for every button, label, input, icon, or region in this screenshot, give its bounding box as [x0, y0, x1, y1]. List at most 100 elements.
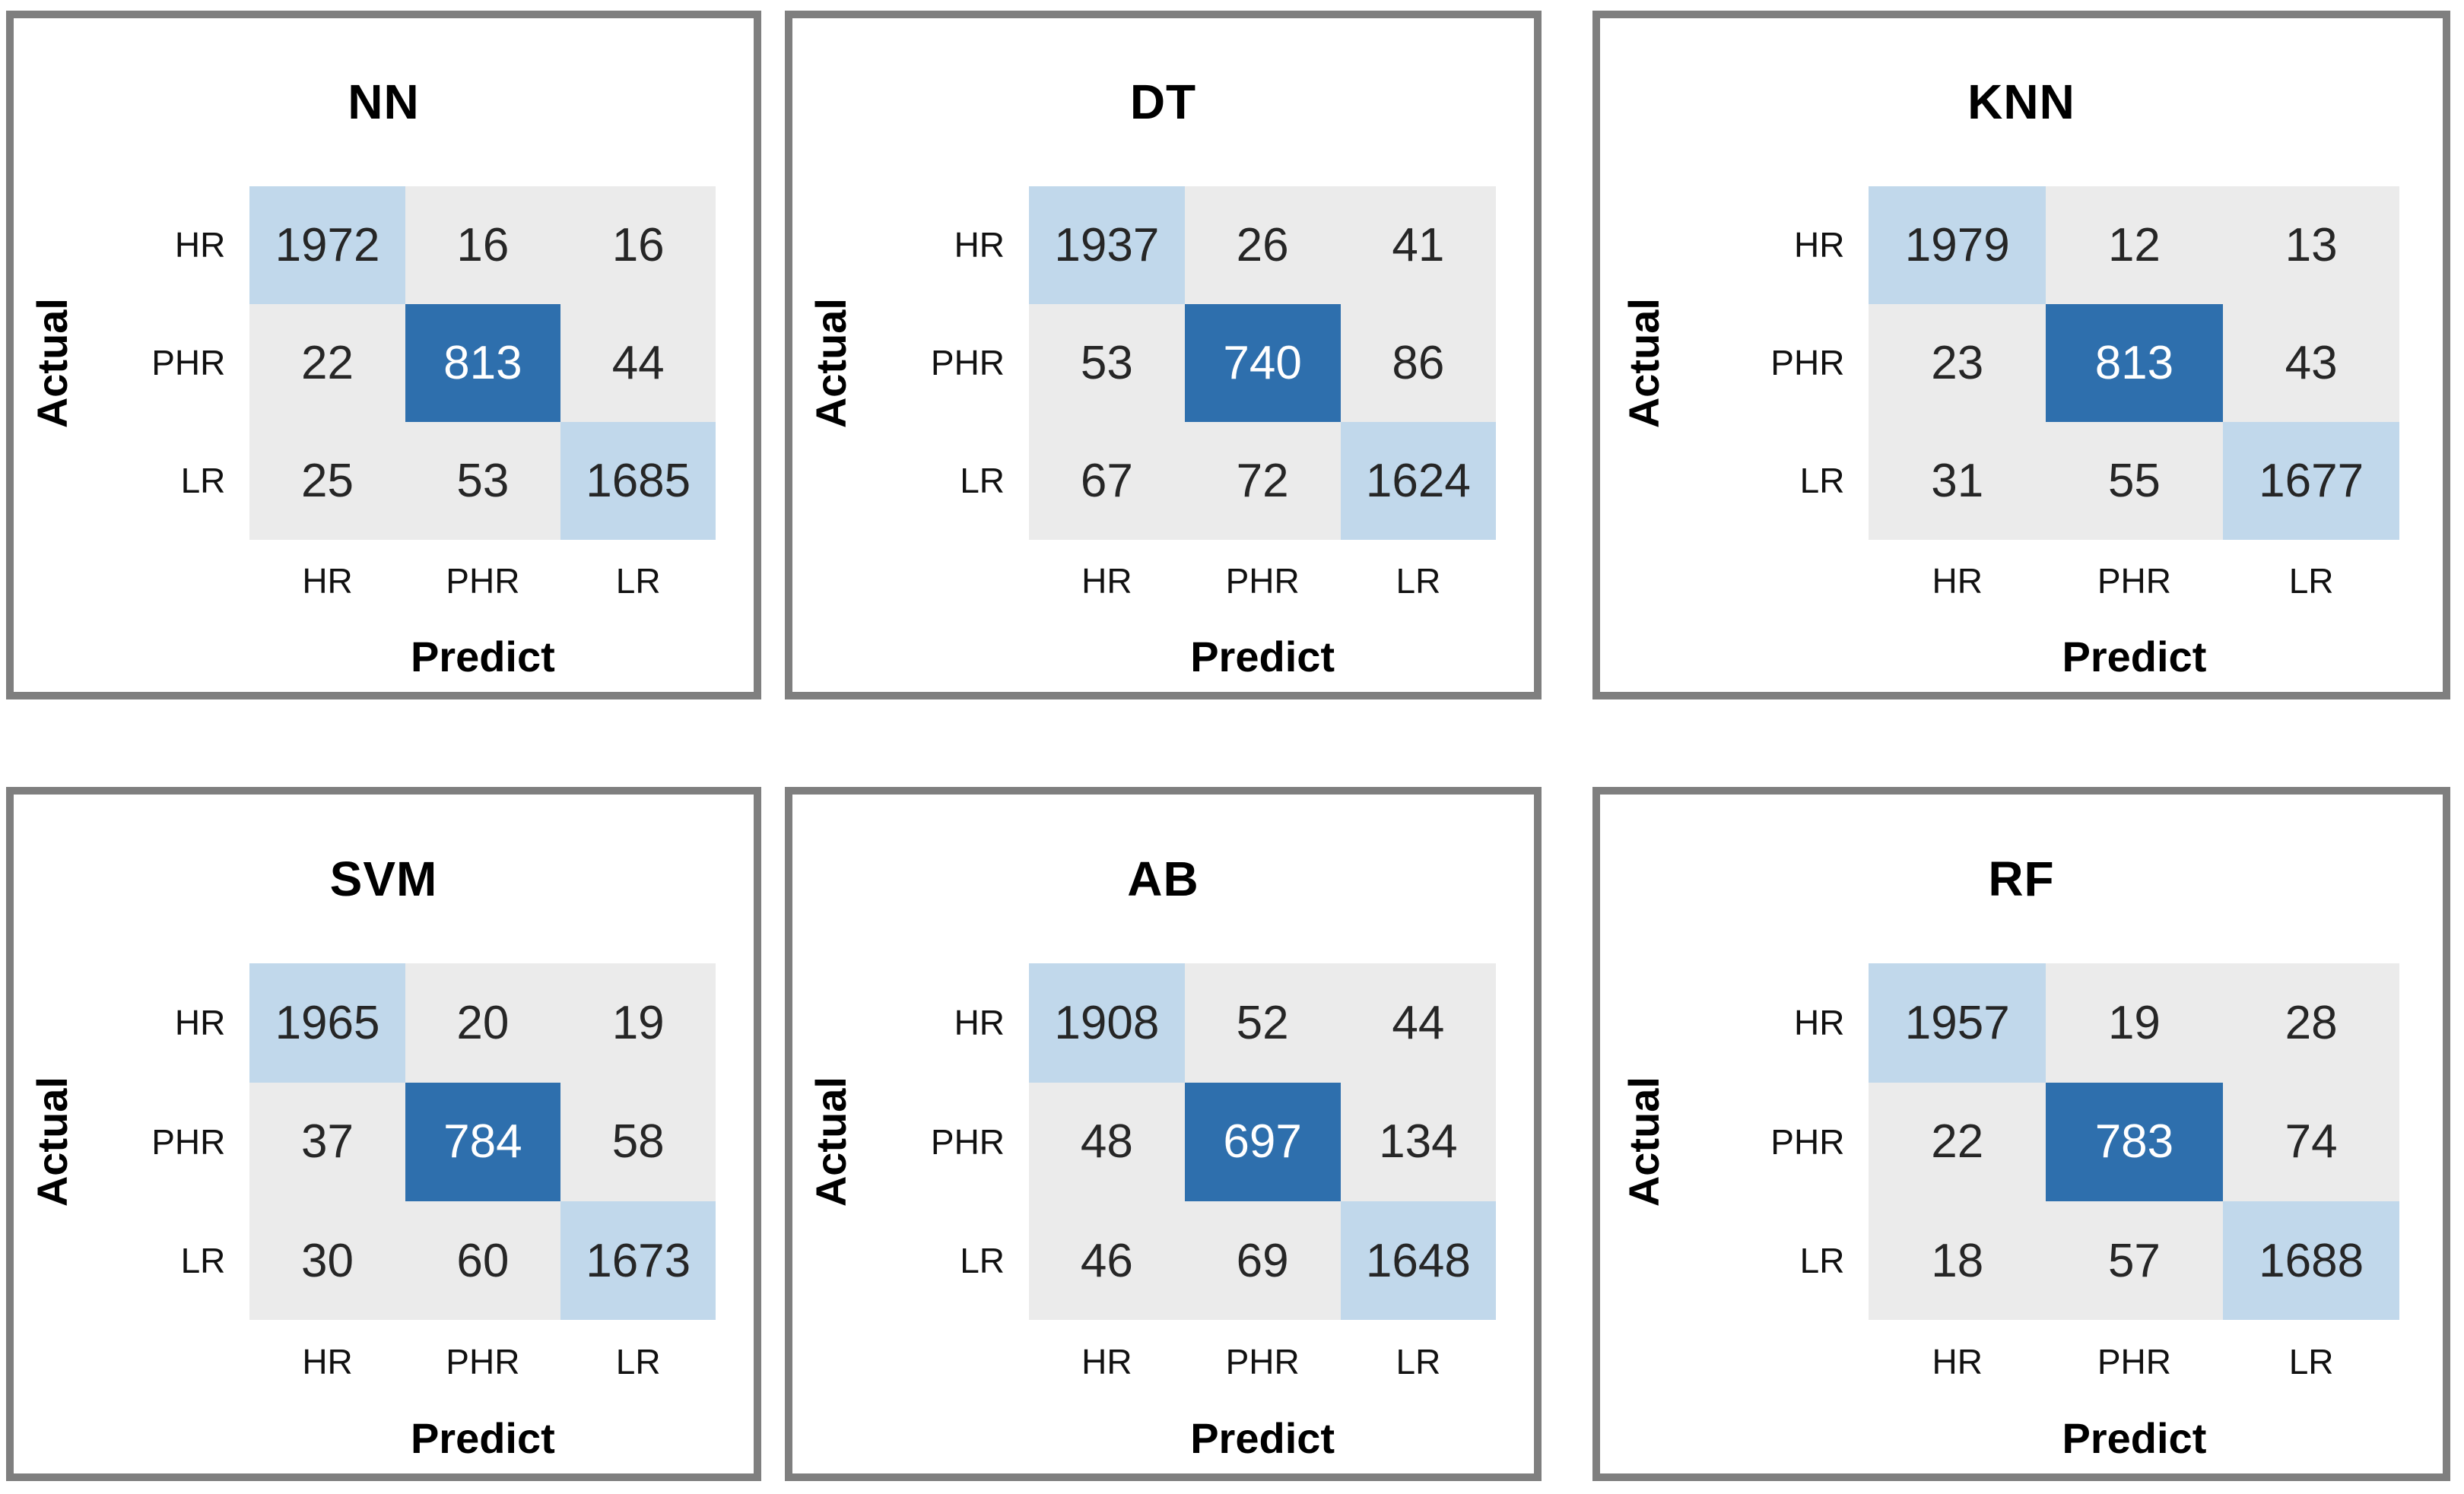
row-label: LR — [1799, 1241, 1845, 1280]
matrix-cell: 67 — [1029, 421, 1185, 540]
matrix-cell: 72 — [1184, 421, 1341, 540]
matrix-cell: 1648 — [1340, 1201, 1497, 1321]
matrix-cell: 55 — [2046, 421, 2223, 540]
col-label: HR — [302, 560, 353, 601]
matrix-cell: 20 — [405, 963, 561, 1083]
matrix-cell: 1688 — [2222, 1201, 2400, 1321]
row-label: LR — [960, 1241, 1005, 1280]
row-label: HR — [954, 1003, 1005, 1043]
y-axis-label: Actual — [1619, 297, 1668, 428]
matrix-cell: 86 — [1340, 303, 1497, 422]
matrix-cell: 19 — [2046, 963, 2223, 1083]
row-label: LR — [960, 461, 1005, 501]
matrix-cell: 1965 — [249, 963, 405, 1083]
confusion-matrix-panel-knn: KNN Actual HR PHR LR 1979 12 13 23 813 4… — [1592, 11, 2450, 699]
row-label: HR — [174, 1003, 226, 1043]
row-label: PHR — [151, 343, 226, 383]
matrix-cell: 43 — [2222, 303, 2400, 422]
matrix-cell: 784 — [405, 1082, 561, 1201]
col-label: PHR — [1225, 560, 1300, 601]
matrix-cell: 23 — [1869, 303, 2046, 422]
col-label: LR — [2288, 560, 2334, 601]
y-axis-label: Actual — [806, 297, 855, 428]
matrix-cell: 31 — [1869, 421, 2046, 540]
confusion-matrix-panel-ab: AB Actual HR PHR LR 1908 52 44 48 697 13… — [785, 787, 1542, 1481]
matrix-cell: 60 — [405, 1201, 561, 1321]
matrix-cell: 44 — [560, 303, 716, 422]
panel-title: DT — [1129, 75, 1197, 130]
matrix-cell: 53 — [1029, 303, 1185, 422]
matrix-cell: 46 — [1029, 1201, 1185, 1321]
confusion-matrix-panel-nn: NN Actual HR PHR LR 1972 16 16 22 813 44… — [6, 11, 761, 699]
col-label: HR — [1932, 1341, 1983, 1381]
matrix-cell: 740 — [1184, 303, 1341, 422]
col-label: HR — [1081, 560, 1132, 601]
matrix-cell: 26 — [1184, 186, 1341, 304]
matrix-cell: 12 — [2046, 186, 2223, 304]
matrix-cell: 19 — [560, 963, 716, 1083]
matrix-cell: 18 — [1869, 1201, 2046, 1321]
matrix-cell: 28 — [2222, 963, 2400, 1083]
panel-title: AB — [1127, 852, 1199, 907]
matrix-cell: 783 — [2046, 1082, 2223, 1201]
col-label: LR — [615, 560, 661, 601]
y-axis-label: Actual — [806, 1077, 855, 1207]
y-axis-label: Actual — [27, 297, 76, 428]
col-label: HR — [1932, 560, 1983, 601]
matrix-cell: 1979 — [1869, 186, 2046, 304]
matrix-cell: 25 — [249, 421, 405, 540]
row-label: PHR — [1770, 1121, 1845, 1162]
x-axis-label: Predict — [410, 1414, 555, 1462]
col-label: PHR — [2097, 560, 2171, 601]
row-label: HR — [1793, 225, 1845, 265]
panel-title: NN — [348, 75, 420, 130]
confusion-matrix-panel-rf: RF Actual HR PHR LR 1957 19 28 22 783 74… — [1592, 787, 2450, 1481]
col-label: HR — [302, 1341, 353, 1381]
matrix-cell: 53 — [405, 421, 561, 540]
panel-title: KNN — [1967, 75, 2075, 130]
matrix-cell: 22 — [249, 303, 405, 422]
matrix-cell: 16 — [405, 186, 561, 304]
matrix-cell: 22 — [1869, 1082, 2046, 1201]
matrix-cell: 69 — [1184, 1201, 1341, 1321]
confusion-matrix-panel-dt: DT Actual HR PHR LR 1937 26 41 53 740 86… — [785, 11, 1542, 699]
row-label: PHR — [930, 343, 1005, 383]
matrix-cell: 134 — [1340, 1082, 1497, 1201]
col-label: HR — [1081, 1341, 1132, 1381]
matrix-cell: 1937 — [1029, 186, 1185, 304]
matrix-cell: 74 — [2222, 1082, 2400, 1201]
matrix-cell: 697 — [1184, 1082, 1341, 1201]
matrix-cell: 41 — [1340, 186, 1497, 304]
panel-title: SVM — [329, 852, 438, 907]
matrix-cell: 1624 — [1340, 421, 1497, 540]
x-axis-label: Predict — [2062, 1414, 2207, 1462]
row-label: HR — [174, 225, 226, 265]
matrix-cell: 37 — [249, 1082, 405, 1201]
col-label: PHR — [446, 560, 520, 601]
matrix-cell: 44 — [1340, 963, 1497, 1083]
matrix-cell: 1673 — [560, 1201, 716, 1321]
col-label: LR — [615, 1341, 661, 1381]
y-axis-label: Actual — [27, 1077, 76, 1207]
row-label: PHR — [151, 1121, 226, 1162]
col-label: PHR — [2097, 1341, 2171, 1381]
row-label: HR — [954, 225, 1005, 265]
matrix-cell: 1957 — [1869, 963, 2046, 1083]
col-label: LR — [1396, 1341, 1441, 1381]
matrix-cell: 58 — [560, 1082, 716, 1201]
matrix-cell: 1677 — [2222, 421, 2400, 540]
x-axis-label: Predict — [1190, 633, 1335, 681]
row-label: PHR — [1770, 343, 1845, 383]
matrix-cell: 13 — [2222, 186, 2400, 304]
panel-title: RF — [1988, 852, 2055, 907]
matrix-cell: 48 — [1029, 1082, 1185, 1201]
x-axis-label: Predict — [2062, 633, 2207, 681]
row-label: HR — [1793, 1003, 1845, 1043]
row-label: LR — [180, 461, 226, 501]
x-axis-label: Predict — [1190, 1414, 1335, 1462]
col-label: PHR — [1225, 1341, 1300, 1381]
matrix-cell: 813 — [405, 303, 561, 422]
matrix-cell: 1685 — [560, 421, 716, 540]
row-label: LR — [180, 1241, 226, 1280]
